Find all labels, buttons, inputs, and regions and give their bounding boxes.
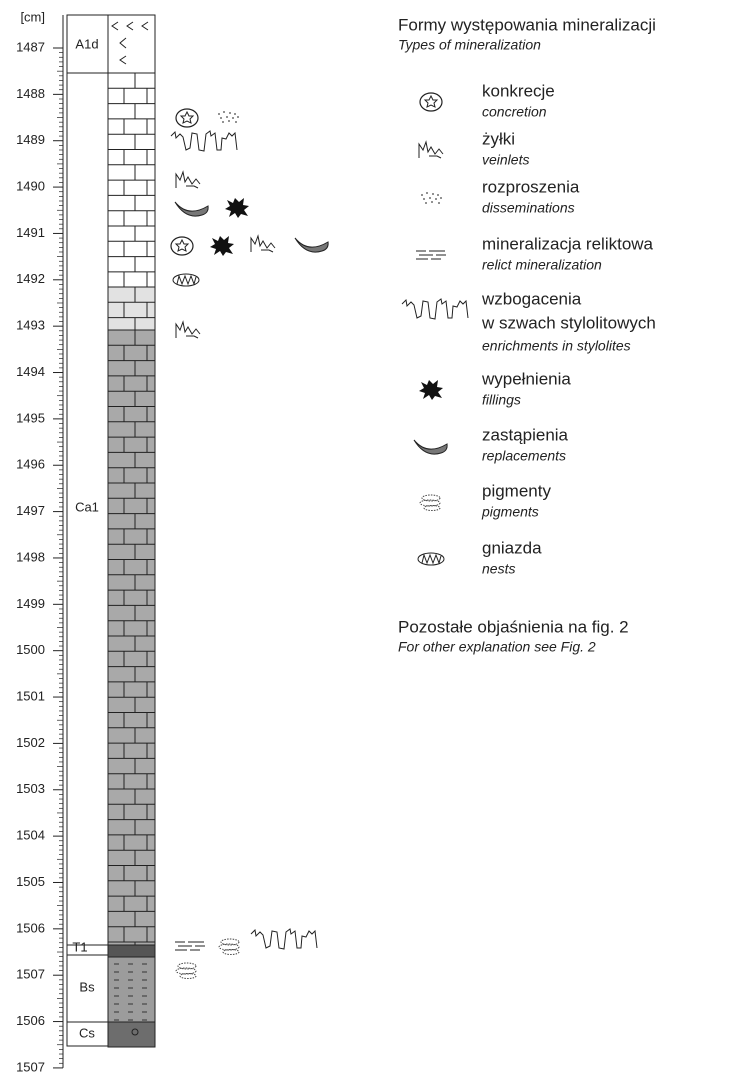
depth-label: 1492 [16, 271, 45, 286]
depth-label: 1491 [16, 225, 45, 240]
legend-translation: fillings [482, 392, 521, 408]
legend-name: wypełnienia [481, 369, 571, 388]
depth-label: 1501 [16, 688, 45, 703]
unit-label: T1 [72, 939, 87, 954]
depth-label: 1505 [16, 874, 45, 889]
veinlet-mark [251, 236, 275, 252]
veinlet-mark [176, 322, 200, 338]
layer [108, 287, 155, 330]
unit-label: Cs [79, 1025, 95, 1040]
dissemination-mark [218, 111, 239, 123]
legend-name: mineralizacja reliktowa [482, 234, 654, 253]
replacement-mark [175, 202, 208, 216]
legend-name: w szwach stylolitowych [481, 313, 656, 332]
depth-label: 1500 [16, 642, 45, 657]
legend-name: pigmenty [482, 481, 551, 500]
legend-symbol [420, 93, 442, 111]
unit-column: A1d Ca1 T1 Bs Cs [67, 15, 108, 1046]
legend-translation: nests [482, 561, 515, 577]
unit-label: Bs [79, 979, 95, 994]
replacement-mark [295, 238, 328, 252]
legend: Formy występowania mineralizacji Types o… [398, 15, 656, 654]
mineralization-marks [171, 109, 328, 979]
depth-label: 1494 [16, 364, 45, 379]
legend-symbol [416, 251, 446, 259]
depth-label: 1488 [16, 86, 45, 101]
nest-mark [173, 274, 199, 286]
depth-label: 1493 [16, 318, 45, 333]
relict-mark [175, 942, 205, 950]
depth-label: 1496 [16, 457, 45, 472]
unit-label: Ca1 [75, 499, 99, 514]
legend-name: gniazda [482, 538, 542, 557]
legend-items: konkrecje concretion żyłki veinlets rozprosz… [402, 81, 656, 576]
legend-symbol [420, 495, 440, 511]
depth-unit: [cm] [20, 9, 45, 24]
legend-note: Pozostałe objaśnienia na fig. 2 [398, 617, 629, 636]
legend-title: Formy występowania mineralizacji [398, 15, 656, 34]
legend-translation: relict mineralization [482, 257, 602, 273]
pigment-mark [176, 963, 196, 979]
depth-label: 1504 [16, 828, 45, 843]
depth-label: 1506 [16, 920, 45, 935]
layer [108, 1022, 155, 1047]
depth-label: 1499 [16, 596, 45, 611]
legend-translation: concretion [482, 104, 547, 120]
legend-subtitle: Types of mineralization [398, 37, 541, 53]
legend-symbol [414, 440, 447, 454]
filling-mark [210, 236, 234, 256]
legend-name: wzbogacenia [481, 289, 582, 308]
concretion-mark [171, 237, 193, 255]
lithology-column [108, 15, 155, 1047]
concretion-mark [176, 109, 198, 127]
legend-name: zastąpienia [482, 425, 569, 444]
legend-name: konkrecje [482, 81, 555, 100]
layer [108, 957, 155, 1022]
depth-label: 1489 [16, 132, 45, 147]
legend-symbol [402, 299, 468, 319]
legend-note-translation: For other explanation see Fig. 2 [398, 639, 596, 655]
log-figure: [cm] A1d Ca1 T1 Bs Cs Formy występowania min… [0, 0, 736, 1077]
veinlet-mark [176, 172, 200, 188]
legend-translation: enrichments in stylolites [482, 338, 631, 354]
depth-label: 1503 [16, 781, 45, 796]
legend-symbol [421, 192, 442, 204]
depth-label: 1507 [16, 1059, 45, 1074]
legend-translation: disseminations [482, 200, 575, 216]
stylolite-mark [171, 131, 237, 151]
depth-label: 1495 [16, 410, 45, 425]
unit-label: A1d [75, 36, 98, 51]
legend-symbol [418, 553, 444, 565]
depth-label: 1507 [16, 967, 45, 982]
legend-name: rozproszenia [482, 177, 580, 196]
stylolite-mark [251, 929, 317, 949]
depth-label: 1506 [16, 1013, 45, 1028]
layer [108, 945, 155, 957]
depth-label: 1490 [16, 179, 45, 194]
legend-translation: pigments [481, 504, 539, 520]
depth-label: 1497 [16, 503, 45, 518]
legend-name: żyłki [482, 129, 515, 148]
pigment-mark [219, 939, 239, 955]
legend-symbol [419, 142, 443, 158]
depth-label: 1487 [16, 39, 45, 54]
legend-translation: replacements [482, 448, 566, 464]
depth-label: 1502 [16, 735, 45, 750]
legend-translation: veinlets [482, 152, 529, 168]
depth-label: 1498 [16, 549, 45, 564]
filling-mark [225, 198, 249, 218]
legend-symbol [419, 380, 443, 400]
